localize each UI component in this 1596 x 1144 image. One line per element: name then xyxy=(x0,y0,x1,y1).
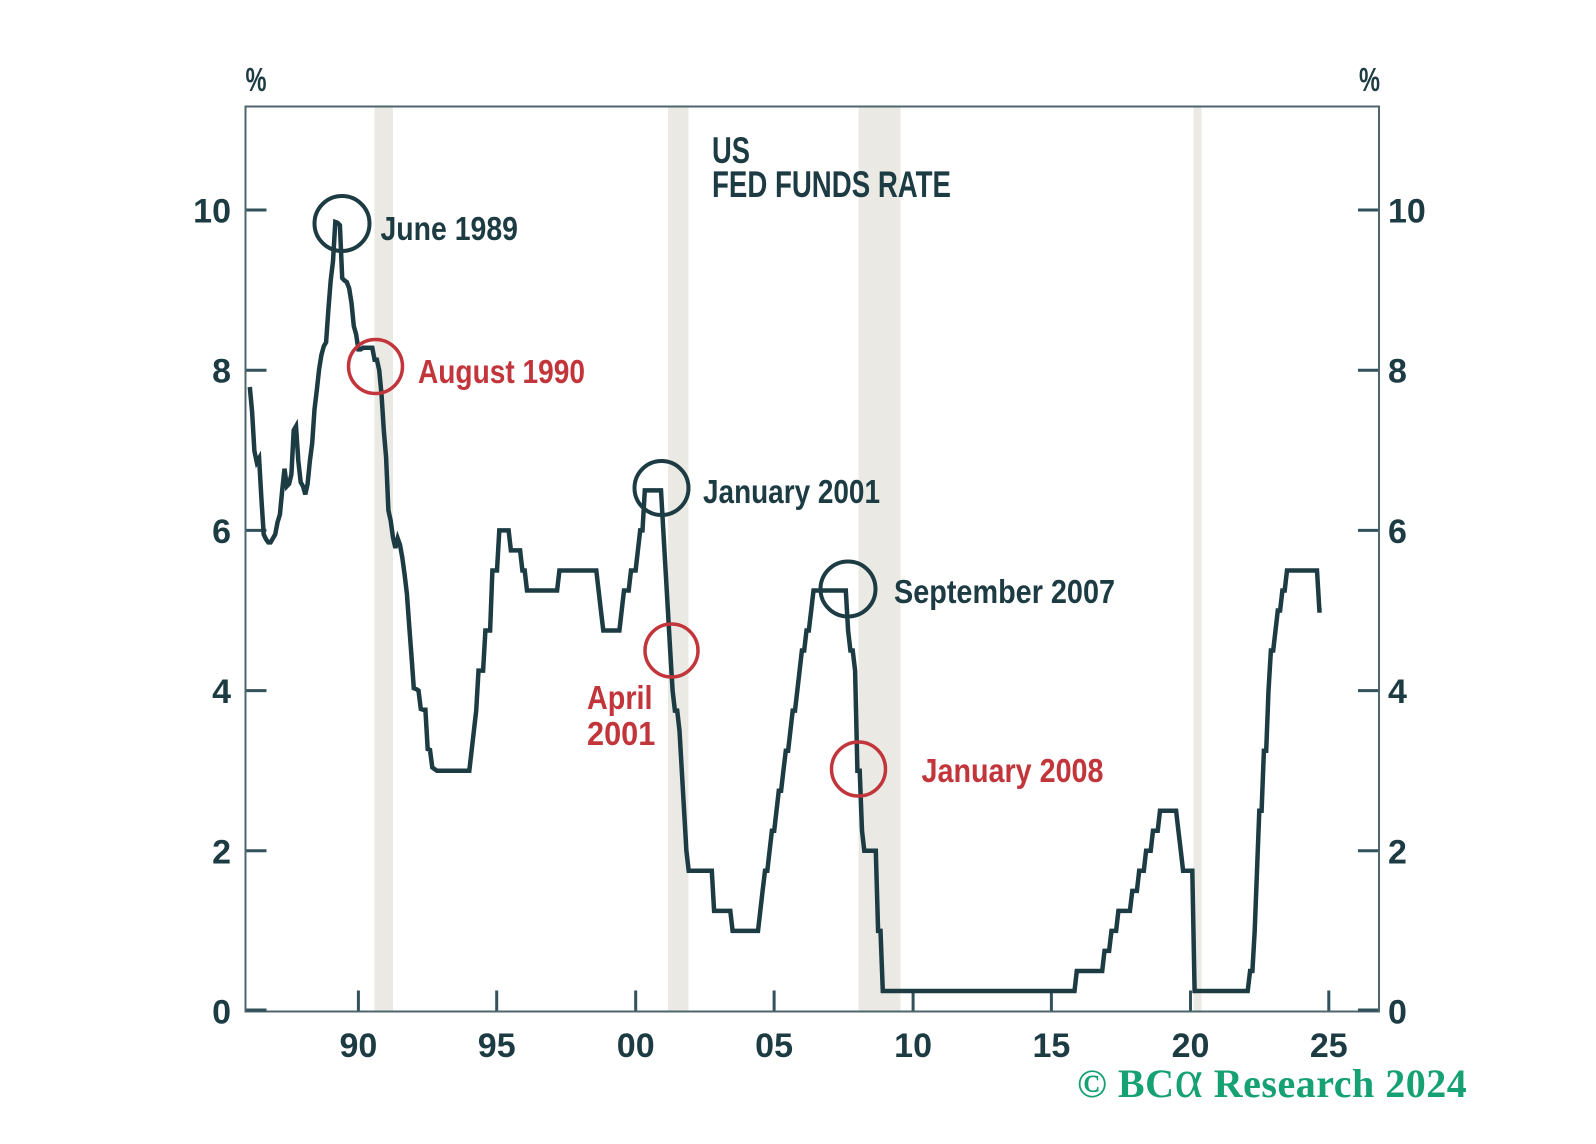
svg-text:20: 20 xyxy=(1172,1027,1210,1065)
svg-text:2: 2 xyxy=(212,833,231,871)
svg-text:0: 0 xyxy=(212,994,231,1032)
svg-text:FED FUNDS RATE: FED FUNDS RATE xyxy=(712,164,951,205)
svg-text:US: US xyxy=(712,130,750,171)
svg-text:0: 0 xyxy=(1388,994,1407,1032)
svg-text:September 2007: September 2007 xyxy=(894,573,1115,610)
svg-text:January 2001: January 2001 xyxy=(703,473,880,510)
svg-text:95: 95 xyxy=(478,1027,516,1065)
svg-text:8: 8 xyxy=(1388,353,1407,391)
svg-text:10: 10 xyxy=(894,1027,932,1065)
svg-text:6: 6 xyxy=(212,513,231,551)
svg-text:April: April xyxy=(587,679,653,716)
svg-text:2001: 2001 xyxy=(587,715,655,752)
svg-text:August 1990: August 1990 xyxy=(418,353,585,390)
svg-text:10: 10 xyxy=(1388,193,1426,231)
svg-text:8: 8 xyxy=(212,353,231,391)
svg-text:4: 4 xyxy=(1388,673,1407,711)
svg-text:25: 25 xyxy=(1310,1027,1348,1065)
svg-text:June 1989: June 1989 xyxy=(381,210,519,247)
svg-text:January 2008: January 2008 xyxy=(922,752,1104,789)
svg-text:05: 05 xyxy=(755,1027,793,1065)
svg-text:90: 90 xyxy=(339,1027,377,1065)
svg-text:4: 4 xyxy=(212,673,231,711)
svg-text:2: 2 xyxy=(1388,833,1407,871)
svg-text:%: % xyxy=(246,61,267,98)
svg-text:6: 6 xyxy=(1388,513,1407,551)
svg-text:%: % xyxy=(1359,61,1380,98)
svg-text:10: 10 xyxy=(193,193,231,231)
svg-text:15: 15 xyxy=(1032,1027,1070,1065)
svg-text:00: 00 xyxy=(617,1027,655,1065)
